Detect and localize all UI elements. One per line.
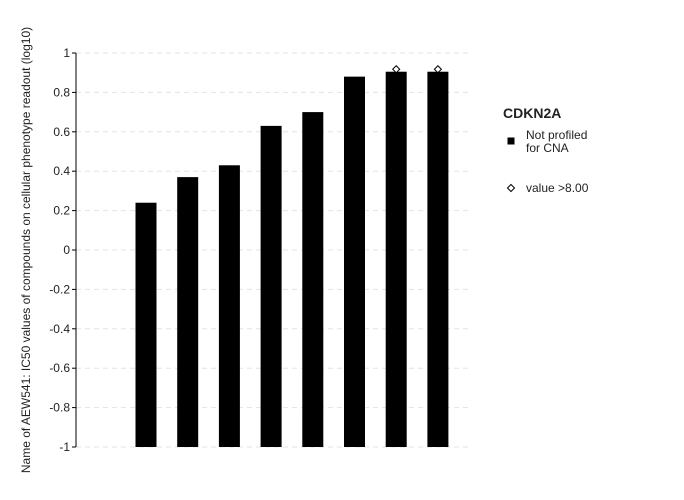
bar xyxy=(177,177,199,448)
legend-label-not-profiled: Not profiled for CNA xyxy=(526,128,591,155)
y-tick-label: 0.6 xyxy=(53,125,70,139)
bars xyxy=(135,71,449,448)
y-tick-label: 0.4 xyxy=(53,164,70,178)
bar xyxy=(302,112,324,447)
legend-label-not-profiled-line2: for CNA xyxy=(526,141,569,155)
bar xyxy=(385,71,407,447)
y-tick-label: 0.2 xyxy=(53,204,70,218)
y-tick-label: -1 xyxy=(59,440,70,454)
bar xyxy=(427,71,449,447)
legend-marker-not-profiled xyxy=(507,137,515,145)
legend-label-censored: value >8.00 xyxy=(526,181,589,195)
y-tick-label: -0.8 xyxy=(49,401,70,415)
y-tick-label: 0.8 xyxy=(53,85,70,99)
legend: CDKN2A Not profiled for CNA value >8.00 xyxy=(503,105,591,195)
y-tick-label: -0.6 xyxy=(49,361,70,375)
censor-markers xyxy=(391,65,443,74)
censor-diamond-marker xyxy=(433,65,443,74)
legend-marker-censored-diamond xyxy=(506,183,516,193)
bar xyxy=(260,125,282,447)
censor-diamond-marker xyxy=(391,65,401,74)
bar xyxy=(135,202,157,447)
y-axis: 1 0.8 0.6 0.4 0.2 0 -0.2 -0.4 -0.6 -0.8 -1 xyxy=(49,46,77,454)
bar xyxy=(344,76,365,447)
legend-title: CDKN2A xyxy=(503,105,561,121)
y-tick-label: -0.4 xyxy=(49,322,70,336)
y-tick-label: 0 xyxy=(63,243,70,257)
y-tick-label: 1 xyxy=(63,46,70,60)
y-tick-label: -0.2 xyxy=(49,282,70,296)
legend-label-not-profiled-line1: Not profiled xyxy=(526,128,587,142)
bar xyxy=(218,165,240,448)
y-axis-title: Name of AEW541: IC50 values of compounds… xyxy=(19,27,33,473)
